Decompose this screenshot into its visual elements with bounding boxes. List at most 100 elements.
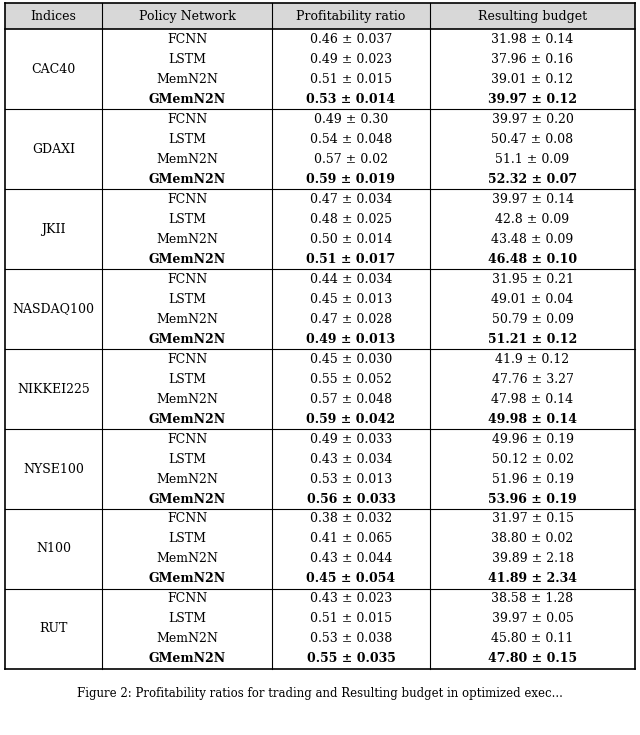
Text: 39.89 ± 2.18: 39.89 ± 2.18 [492, 553, 573, 565]
Text: CAC40: CAC40 [31, 62, 76, 76]
Text: 0.45 ± 0.054: 0.45 ± 0.054 [307, 573, 396, 586]
Text: 52.32 ± 0.07: 52.32 ± 0.07 [488, 173, 577, 185]
Text: 0.49 ± 0.013: 0.49 ± 0.013 [307, 332, 396, 345]
Text: 41.9 ± 0.12: 41.9 ± 0.12 [495, 353, 570, 365]
Text: 38.58 ± 1.28: 38.58 ± 1.28 [492, 592, 573, 606]
Text: GMemN2N: GMemN2N [148, 412, 225, 426]
Text: 0.51 ± 0.015: 0.51 ± 0.015 [310, 612, 392, 625]
Text: LSTM: LSTM [168, 293, 206, 306]
Text: 46.48 ± 0.10: 46.48 ± 0.10 [488, 253, 577, 265]
Text: 0.41 ± 0.065: 0.41 ± 0.065 [310, 532, 392, 545]
Text: LSTM: LSTM [168, 453, 206, 465]
Text: LSTM: LSTM [168, 52, 206, 65]
Text: 0.49 ± 0.033: 0.49 ± 0.033 [310, 432, 392, 445]
Text: LSTM: LSTM [168, 373, 206, 385]
Text: GMemN2N: GMemN2N [148, 173, 225, 185]
Text: FCNN: FCNN [167, 273, 207, 285]
Text: Profitability ratio: Profitability ratio [296, 10, 406, 23]
Text: GMemN2N: GMemN2N [148, 492, 225, 506]
Text: 0.59 ± 0.019: 0.59 ± 0.019 [307, 173, 396, 185]
Text: 51.1 ± 0.09: 51.1 ± 0.09 [495, 152, 570, 165]
Text: 0.43 ± 0.044: 0.43 ± 0.044 [310, 553, 392, 565]
Text: FCNN: FCNN [167, 592, 207, 606]
Text: MemN2N: MemN2N [156, 312, 218, 326]
Text: 31.98 ± 0.14: 31.98 ± 0.14 [492, 32, 573, 46]
Text: FCNN: FCNN [167, 193, 207, 206]
Text: GMemN2N: GMemN2N [148, 573, 225, 586]
Text: 50.12 ± 0.02: 50.12 ± 0.02 [492, 453, 573, 465]
Text: 45.80 ± 0.11: 45.80 ± 0.11 [492, 633, 573, 645]
Text: LSTM: LSTM [168, 532, 206, 545]
Text: 51.21 ± 0.12: 51.21 ± 0.12 [488, 332, 577, 345]
Text: 49.01 ± 0.04: 49.01 ± 0.04 [492, 293, 573, 306]
Text: RUT: RUT [39, 623, 68, 636]
Text: MemN2N: MemN2N [156, 473, 218, 486]
Bar [5, 29, 635, 669]
Text: MemN2N: MemN2N [156, 633, 218, 645]
Text: 47.80 ± 0.15: 47.80 ± 0.15 [488, 653, 577, 665]
Text: LSTM: LSTM [168, 612, 206, 625]
Text: 31.95 ± 0.21: 31.95 ± 0.21 [492, 273, 573, 285]
Text: 0.48 ± 0.025: 0.48 ± 0.025 [310, 212, 392, 226]
Text: GMemN2N: GMemN2N [148, 93, 225, 106]
Text: 0.54 ± 0.048: 0.54 ± 0.048 [310, 132, 392, 146]
Text: NASDAQ100: NASDAQ100 [13, 303, 95, 315]
Text: MemN2N: MemN2N [156, 73, 218, 85]
Text: 0.47 ± 0.028: 0.47 ± 0.028 [310, 312, 392, 326]
Text: 0.51 ± 0.015: 0.51 ± 0.015 [310, 73, 392, 85]
Text: 0.49 ± 0.30: 0.49 ± 0.30 [314, 112, 388, 126]
Text: MemN2N: MemN2N [156, 152, 218, 165]
Text: 0.43 ± 0.034: 0.43 ± 0.034 [310, 453, 392, 465]
Text: 0.56 ± 0.033: 0.56 ± 0.033 [307, 492, 396, 506]
Text: 38.80 ± 0.02: 38.80 ± 0.02 [492, 532, 573, 545]
Text: 0.38 ± 0.032: 0.38 ± 0.032 [310, 512, 392, 526]
Text: 31.97 ± 0.15: 31.97 ± 0.15 [492, 512, 573, 526]
Text: Figure 2: Profitability ratios for trading and Resulting budget in optimized exe: Figure 2: Profitability ratios for tradi… [77, 687, 563, 700]
Text: 0.45 ± 0.013: 0.45 ± 0.013 [310, 293, 392, 306]
Text: 0.55 ± 0.035: 0.55 ± 0.035 [307, 653, 396, 665]
Text: 37.96 ± 0.16: 37.96 ± 0.16 [492, 52, 573, 65]
Text: 53.96 ± 0.19: 53.96 ± 0.19 [488, 492, 577, 506]
Text: 49.96 ± 0.19: 49.96 ± 0.19 [492, 432, 573, 445]
Text: 39.97 ± 0.14: 39.97 ± 0.14 [492, 193, 573, 206]
Text: GMemN2N: GMemN2N [148, 253, 225, 265]
Text: MemN2N: MemN2N [156, 232, 218, 245]
Text: 47.98 ± 0.14: 47.98 ± 0.14 [492, 392, 573, 406]
Text: 0.47 ± 0.034: 0.47 ± 0.034 [310, 193, 392, 206]
Text: 50.79 ± 0.09: 50.79 ± 0.09 [492, 312, 573, 326]
Text: 39.97 ± 0.12: 39.97 ± 0.12 [488, 93, 577, 106]
Text: 0.44 ± 0.034: 0.44 ± 0.034 [310, 273, 392, 285]
Text: 50.47 ± 0.08: 50.47 ± 0.08 [492, 132, 573, 146]
Text: LSTM: LSTM [168, 132, 206, 146]
Text: 51.96 ± 0.19: 51.96 ± 0.19 [492, 473, 573, 486]
Text: 0.59 ± 0.042: 0.59 ± 0.042 [307, 412, 396, 426]
Text: GDAXI: GDAXI [32, 143, 75, 156]
Text: GMemN2N: GMemN2N [148, 332, 225, 345]
Text: 0.53 ± 0.013: 0.53 ± 0.013 [310, 473, 392, 486]
Bar [5, 3, 635, 29]
Text: FCNN: FCNN [167, 353, 207, 365]
Text: MemN2N: MemN2N [156, 553, 218, 565]
Text: 0.49 ± 0.023: 0.49 ± 0.023 [310, 52, 392, 65]
Text: 0.50 ± 0.014: 0.50 ± 0.014 [310, 232, 392, 245]
Text: N100: N100 [36, 542, 71, 556]
Text: 39.97 ± 0.20: 39.97 ± 0.20 [492, 112, 573, 126]
Text: 43.48 ± 0.09: 43.48 ± 0.09 [492, 232, 573, 245]
Text: 42.8 ± 0.09: 42.8 ± 0.09 [495, 212, 570, 226]
Text: FCNN: FCNN [167, 432, 207, 445]
Text: NYSE100: NYSE100 [23, 462, 84, 476]
Text: 0.43 ± 0.023: 0.43 ± 0.023 [310, 592, 392, 606]
Text: FCNN: FCNN [167, 112, 207, 126]
Text: 0.53 ± 0.038: 0.53 ± 0.038 [310, 633, 392, 645]
Text: FCNN: FCNN [167, 512, 207, 526]
Text: 47.76 ± 3.27: 47.76 ± 3.27 [492, 373, 573, 385]
Text: MemN2N: MemN2N [156, 392, 218, 406]
Text: LSTM: LSTM [168, 212, 206, 226]
Text: 0.51 ± 0.017: 0.51 ± 0.017 [307, 253, 396, 265]
Text: 41.89 ± 2.34: 41.89 ± 2.34 [488, 573, 577, 586]
Text: 0.45 ± 0.030: 0.45 ± 0.030 [310, 353, 392, 365]
Text: 39.01 ± 0.12: 39.01 ± 0.12 [492, 73, 573, 85]
Text: Indices: Indices [31, 10, 76, 23]
Text: GMemN2N: GMemN2N [148, 653, 225, 665]
Text: Resulting budget: Resulting budget [478, 10, 587, 23]
